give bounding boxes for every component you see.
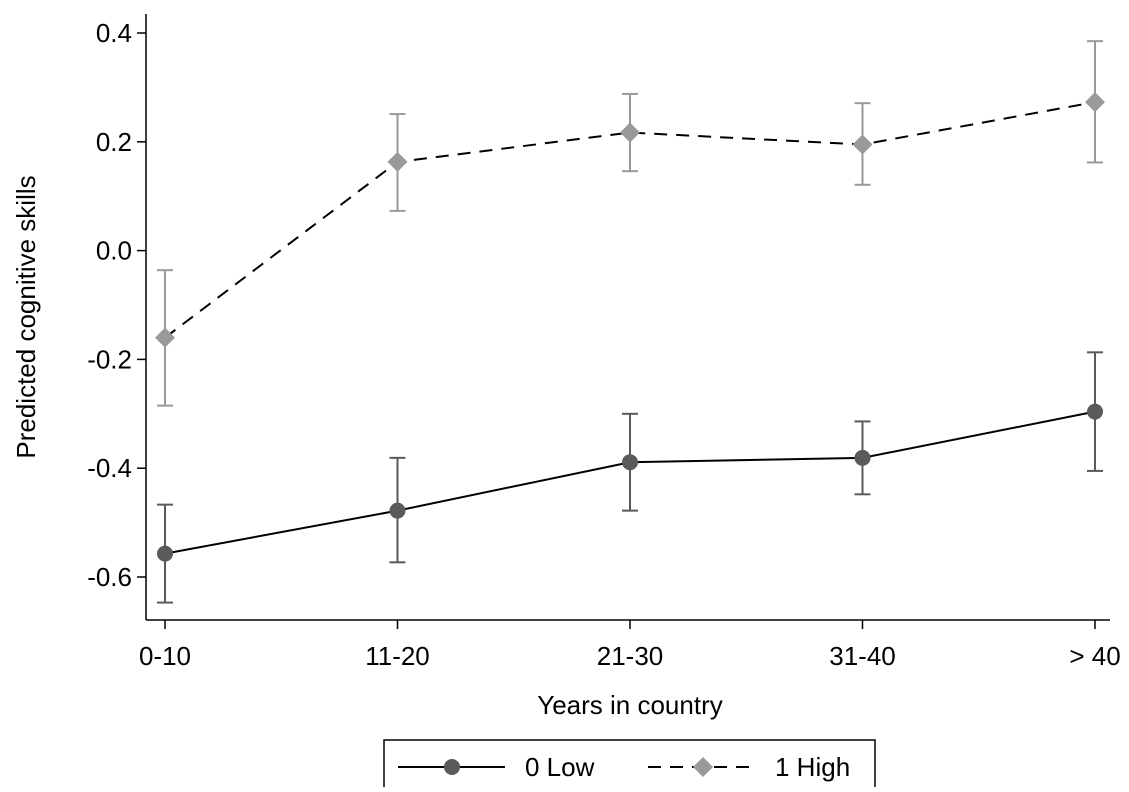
legend-label-high: 1 High (775, 752, 850, 782)
data-point (389, 502, 406, 519)
data-point (854, 449, 871, 466)
x-tick-label: > 40 (1069, 641, 1120, 671)
y-tick-label: -0.2 (87, 344, 132, 374)
data-point (1085, 92, 1105, 113)
y-tick-label: -0.6 (87, 562, 132, 592)
series-low (157, 351, 1103, 604)
legend-label-low: 0 Low (525, 752, 595, 782)
data-point (620, 122, 640, 143)
y-ticks: 0.4 0.2 0.0 -0.2 -0.4 -0.6 (87, 18, 146, 592)
data-point (387, 151, 408, 172)
x-axis-title: Years in country (537, 690, 722, 720)
y-axis-title: Predicted cognitive skills (11, 175, 41, 458)
x-tick-label: 21-30 (597, 641, 664, 671)
data-point (852, 134, 873, 155)
legend-marker-high (693, 757, 713, 777)
data-point (1087, 403, 1103, 420)
x-tick-label: 11-20 (365, 641, 430, 671)
series-line (164, 101, 1096, 339)
y-tick-label: 0.2 (96, 127, 132, 157)
data-point (155, 327, 175, 348)
y-tick-label: 0.4 (96, 18, 132, 48)
plot-area (155, 40, 1105, 604)
y-tick-label: 0.0 (96, 236, 132, 266)
x-tick-label: 31-40 (829, 641, 896, 671)
y-tick-label: -0.4 (87, 453, 132, 483)
x-tick-label: 0-10 (139, 641, 191, 671)
series-high (155, 40, 1105, 407)
data-point (622, 454, 638, 471)
legend-marker-low (444, 759, 460, 775)
axes: 0.4 0.2 0.0 -0.2 -0.4 -0.6 0-10 11-20 21-30 31-4… (11, 14, 1121, 720)
legend: 0 Low 1 High (383, 739, 876, 792)
data-point (157, 545, 173, 562)
x-ticks: 0-10 11-20 21-30 31-40 > 40 (139, 620, 1121, 671)
